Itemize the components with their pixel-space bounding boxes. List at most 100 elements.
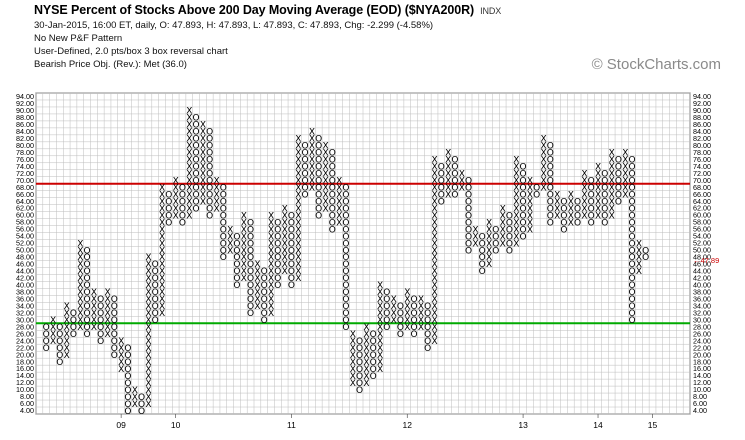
- o-box: O: [220, 232, 227, 242]
- o-box: O: [315, 163, 322, 173]
- o-box: O: [588, 204, 595, 214]
- o-column: OOO: [138, 393, 145, 417]
- o-box: O: [370, 337, 377, 347]
- o-box: O: [97, 330, 104, 340]
- x-box: X: [104, 309, 110, 319]
- o-box: O: [97, 337, 104, 347]
- x-tick-label: 10: [171, 420, 181, 430]
- y-tick-label-right: 48.00: [693, 253, 711, 262]
- x-box: X: [268, 211, 274, 221]
- x-box: X: [540, 163, 546, 173]
- o-box: O: [547, 163, 554, 173]
- x-box: X: [268, 232, 274, 242]
- o-box: O: [397, 302, 404, 312]
- x-box: X: [595, 211, 601, 221]
- o-box: O: [206, 176, 213, 186]
- y-tick-label-left: 82.00: [16, 134, 34, 143]
- o-box: O: [233, 239, 240, 249]
- x-box: X: [527, 211, 533, 221]
- o-box: O: [206, 183, 213, 193]
- x-box: X: [186, 149, 192, 159]
- o-box: O: [356, 365, 363, 375]
- o-box: O: [84, 267, 91, 277]
- o-box: O: [588, 183, 595, 193]
- o-box: O: [642, 253, 649, 263]
- o-box: O: [492, 232, 499, 242]
- o-box: O: [629, 204, 636, 214]
- x-box: X: [173, 211, 179, 221]
- x-box: X: [431, 163, 437, 173]
- x-box: X: [295, 225, 301, 235]
- x-box: X: [472, 239, 478, 249]
- y-tick-label-right: 44.00: [693, 267, 711, 276]
- o-box: O: [629, 156, 636, 166]
- x-box: X: [295, 253, 301, 263]
- o-box: O: [601, 190, 608, 200]
- o-box: O: [152, 309, 159, 319]
- o-box: O: [533, 183, 540, 193]
- x-box: X: [540, 149, 546, 159]
- o-box: O: [179, 183, 186, 193]
- o-box: O: [342, 267, 349, 277]
- x-box: X: [322, 149, 328, 159]
- x-box: X: [581, 176, 587, 186]
- x-box: X: [377, 288, 383, 298]
- o-box: O: [193, 169, 200, 179]
- o-box: O: [206, 204, 213, 214]
- o-box: O: [629, 169, 636, 179]
- x-box: X: [64, 330, 70, 340]
- x-box: X: [336, 183, 342, 193]
- x-box: X: [377, 323, 383, 333]
- o-box: O: [601, 176, 608, 186]
- o-box: O: [438, 176, 445, 186]
- x-box: X: [472, 225, 478, 235]
- o-box: O: [152, 288, 159, 298]
- o-box: O: [506, 246, 513, 256]
- y-tick-label-right: 20.00: [693, 350, 711, 359]
- o-box: O: [179, 211, 186, 221]
- o-box: O: [615, 190, 622, 200]
- o-box: O: [615, 197, 622, 207]
- o-box: O: [629, 288, 636, 298]
- x-box: X: [513, 156, 519, 166]
- x-box: X: [363, 330, 369, 340]
- x-box: X: [554, 204, 560, 214]
- o-box: O: [124, 351, 131, 361]
- x-box: X: [336, 190, 342, 200]
- x-box: X: [486, 218, 492, 228]
- o-box: O: [601, 183, 608, 193]
- o-box: O: [479, 267, 486, 277]
- x-box: X: [77, 316, 83, 326]
- x-box: X: [241, 253, 247, 263]
- x-box: X: [268, 274, 274, 284]
- x-box: X: [254, 274, 260, 284]
- o-box: O: [274, 253, 281, 263]
- o-box: O: [383, 302, 390, 312]
- o-box: O: [56, 323, 63, 333]
- o-box: O: [247, 274, 254, 284]
- o-box: O: [165, 218, 172, 228]
- x-box: X: [186, 197, 192, 207]
- x-box: X: [527, 190, 533, 200]
- o-box: O: [520, 204, 527, 214]
- o-box: O: [179, 197, 186, 207]
- o-box: O: [492, 239, 499, 249]
- x-box: X: [213, 176, 219, 186]
- o-box: O: [43, 323, 50, 333]
- scale-line: User-Defined, 2.0 pts/box 3 box reversal…: [34, 46, 228, 57]
- o-box: O: [560, 218, 567, 228]
- o-box: O: [206, 142, 213, 152]
- o-box: O: [315, 169, 322, 179]
